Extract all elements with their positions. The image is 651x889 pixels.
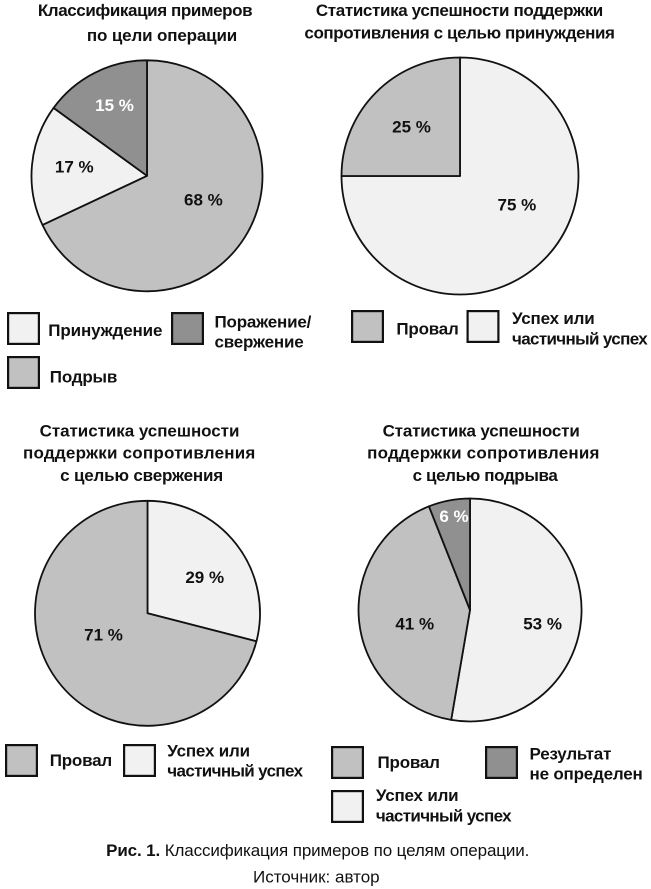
svg-text:сопротивления с целью принужде: сопротивления с целью принуждения (304, 24, 614, 43)
svg-text:Статистика успешности: Статистика успешности (40, 421, 240, 440)
svg-text:71 %: 71 % (84, 626, 123, 645)
svg-text:29 %: 29 % (185, 568, 224, 587)
svg-text:Провал: Провал (378, 753, 440, 772)
svg-text:75 %: 75 % (498, 195, 537, 214)
svg-text:25 %: 25 % (392, 118, 431, 137)
svg-text:Статистика успешности: Статистика успешности (383, 422, 580, 441)
svg-text:поддержки сопротивления: поддержки сопротивления (367, 444, 600, 463)
svg-text:Рис. 1. Классификация примеров: Рис. 1. Классификация примеров по целям … (106, 841, 529, 860)
svg-text:Источник: автор: Источник: автор (253, 867, 380, 886)
svg-text:Поражение/: Поражение/ (215, 313, 312, 332)
svg-text:Результат: Результат (530, 744, 612, 763)
svg-text:Успех или: Успех или (512, 309, 595, 328)
svg-text:15 %: 15 % (95, 96, 134, 115)
svg-text:Провал: Провал (50, 751, 112, 770)
svg-text:частичный успех: частичный успех (512, 330, 648, 349)
svg-text:Классификация примеров: Классификация примеров (38, 1, 252, 20)
svg-text:41 %: 41 % (395, 615, 434, 634)
svg-text:поддержки сопротивления: поддержки сопротивления (23, 444, 256, 463)
svg-text:по цели операции: по цели операции (87, 26, 237, 45)
svg-text:Провал: Провал (396, 320, 458, 339)
svg-text:53 %: 53 % (523, 615, 562, 634)
svg-text:Успех или: Успех или (376, 786, 459, 805)
svg-text:Успех или: Успех или (167, 741, 250, 760)
svg-text:с целью свержения: с целью свержения (60, 466, 223, 485)
svg-text:частичный успех: частичный успех (376, 806, 512, 825)
svg-text:частичный успех: частичный успех (167, 762, 303, 781)
svg-text:Принуждение: Принуждение (48, 321, 162, 340)
svg-text:Статистика успешности поддержк: Статистика успешности поддержки (316, 1, 603, 20)
svg-text:не определен: не определен (530, 765, 643, 784)
svg-text:свержение: свержение (215, 333, 304, 352)
svg-text:с целью подрыва: с целью подрыва (413, 466, 559, 485)
svg-text:68 %: 68 % (184, 190, 223, 209)
svg-text:17 %: 17 % (55, 158, 94, 177)
svg-text:6 %: 6 % (439, 507, 468, 526)
svg-text:Подрыв: Подрыв (50, 368, 117, 387)
